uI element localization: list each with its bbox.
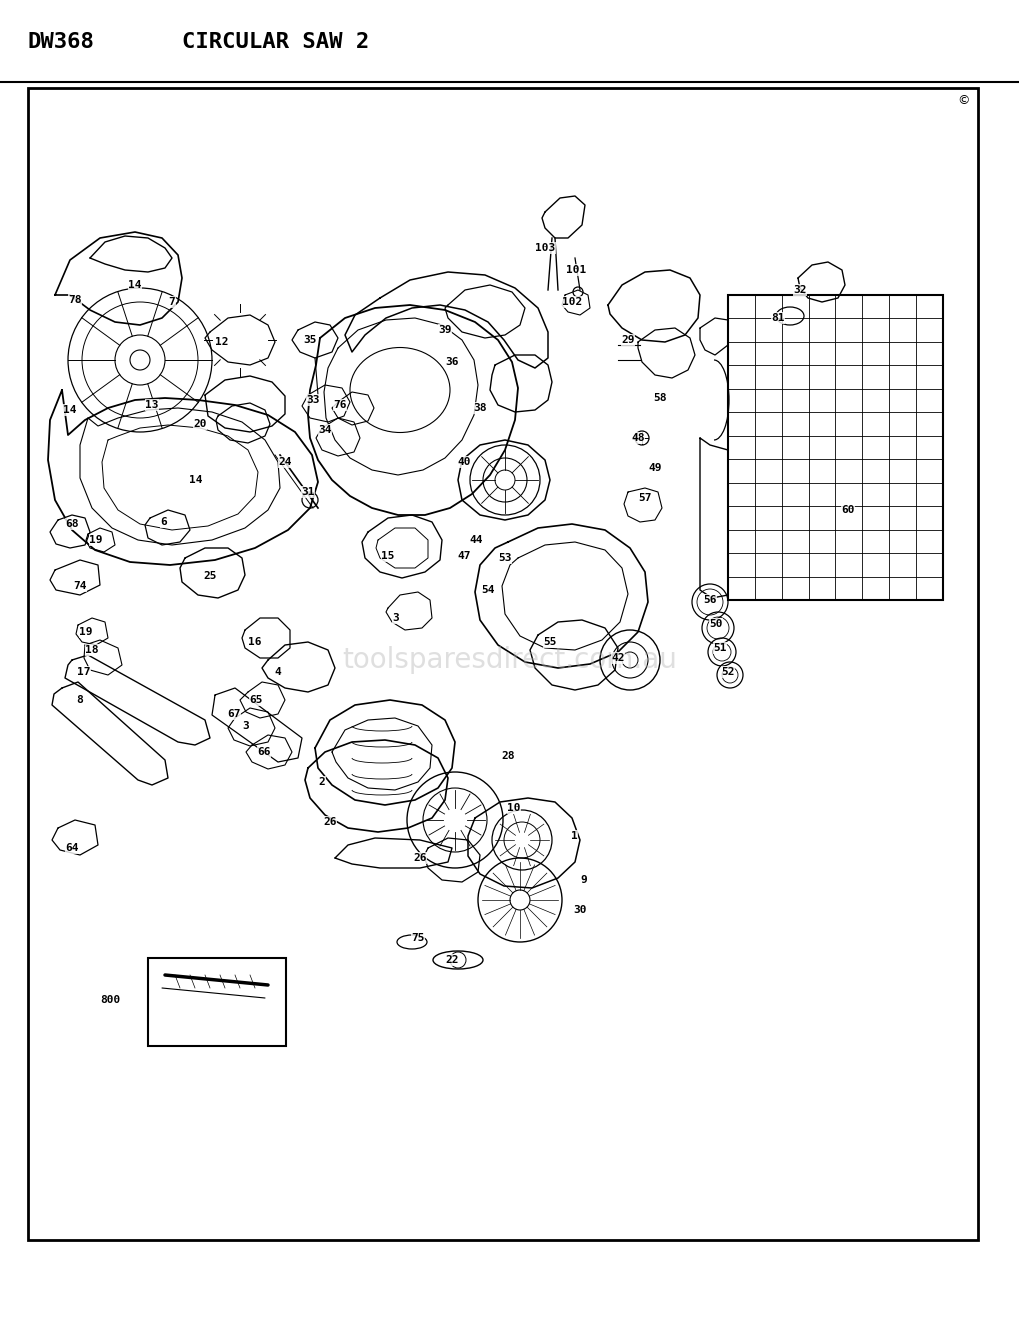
Text: 58: 58 — [652, 393, 666, 403]
Text: 47: 47 — [457, 550, 471, 561]
Text: 4: 4 — [274, 667, 281, 677]
Text: 9: 9 — [580, 875, 587, 884]
Text: 12: 12 — [215, 337, 228, 347]
Text: 24: 24 — [278, 457, 291, 467]
Text: 74: 74 — [73, 581, 87, 591]
Text: toolsparesdirect.com.au: toolsparesdirect.com.au — [342, 645, 677, 675]
Text: 76: 76 — [333, 400, 346, 411]
Text: 56: 56 — [702, 595, 716, 605]
Text: 66: 66 — [257, 747, 270, 756]
Text: 40: 40 — [457, 457, 471, 467]
Text: 26: 26 — [413, 853, 426, 863]
Text: 52: 52 — [720, 667, 734, 677]
Text: 1: 1 — [570, 832, 577, 841]
Text: 10: 10 — [506, 803, 521, 813]
Text: 53: 53 — [497, 553, 512, 564]
Text: 19: 19 — [90, 535, 103, 545]
Text: 39: 39 — [438, 325, 451, 335]
Text: 38: 38 — [473, 403, 486, 413]
Text: 8: 8 — [76, 696, 84, 705]
Text: 67: 67 — [227, 709, 240, 719]
Text: 16: 16 — [248, 638, 262, 647]
Text: 34: 34 — [318, 425, 331, 436]
Text: 55: 55 — [543, 638, 556, 647]
Text: 103: 103 — [534, 243, 554, 253]
Text: 26: 26 — [323, 817, 336, 828]
Bar — [28, 88, 977, 1239]
Text: 31: 31 — [301, 487, 315, 498]
Text: 15: 15 — [381, 550, 394, 561]
Text: 25: 25 — [203, 572, 217, 581]
Bar — [148, 958, 285, 1045]
Text: 49: 49 — [648, 463, 661, 473]
Text: 19: 19 — [79, 627, 93, 638]
Text: 75: 75 — [411, 933, 424, 942]
Text: 35: 35 — [303, 335, 317, 345]
Text: 68: 68 — [65, 519, 78, 529]
Text: 14: 14 — [63, 405, 76, 414]
Text: 14: 14 — [128, 280, 142, 290]
Text: 44: 44 — [469, 535, 482, 545]
Text: 60: 60 — [841, 506, 854, 515]
Text: 7: 7 — [168, 297, 175, 308]
Text: 20: 20 — [193, 418, 207, 429]
Text: 33: 33 — [306, 395, 319, 405]
Text: DW368: DW368 — [28, 32, 95, 51]
Text: 32: 32 — [793, 285, 806, 294]
Bar — [728, 294, 943, 601]
Text: ©: © — [957, 94, 969, 107]
Text: 57: 57 — [638, 492, 651, 503]
Text: 54: 54 — [481, 585, 494, 595]
Text: 18: 18 — [86, 645, 99, 655]
Text: 14: 14 — [190, 475, 203, 484]
Text: 28: 28 — [500, 751, 515, 762]
Text: 30: 30 — [573, 906, 586, 915]
Text: 102: 102 — [561, 297, 582, 308]
Text: 81: 81 — [770, 313, 784, 323]
Text: 64: 64 — [65, 843, 78, 853]
Text: 800: 800 — [100, 995, 120, 1005]
Text: 78: 78 — [68, 294, 82, 305]
Text: CIRCULAR SAW 2: CIRCULAR SAW 2 — [181, 32, 369, 51]
Text: 36: 36 — [445, 356, 459, 367]
Text: 65: 65 — [249, 696, 263, 705]
Text: 48: 48 — [631, 433, 644, 444]
Text: 3: 3 — [243, 721, 249, 731]
Text: 17: 17 — [77, 667, 91, 677]
Text: 29: 29 — [621, 335, 634, 345]
Text: 50: 50 — [708, 619, 722, 630]
Text: 2: 2 — [318, 777, 325, 787]
Text: 6: 6 — [160, 517, 167, 527]
Text: 42: 42 — [610, 653, 624, 663]
Text: 3: 3 — [392, 612, 399, 623]
Text: 13: 13 — [145, 400, 159, 411]
Text: 51: 51 — [712, 643, 726, 653]
Text: 101: 101 — [566, 265, 586, 275]
Text: 22: 22 — [445, 954, 459, 965]
